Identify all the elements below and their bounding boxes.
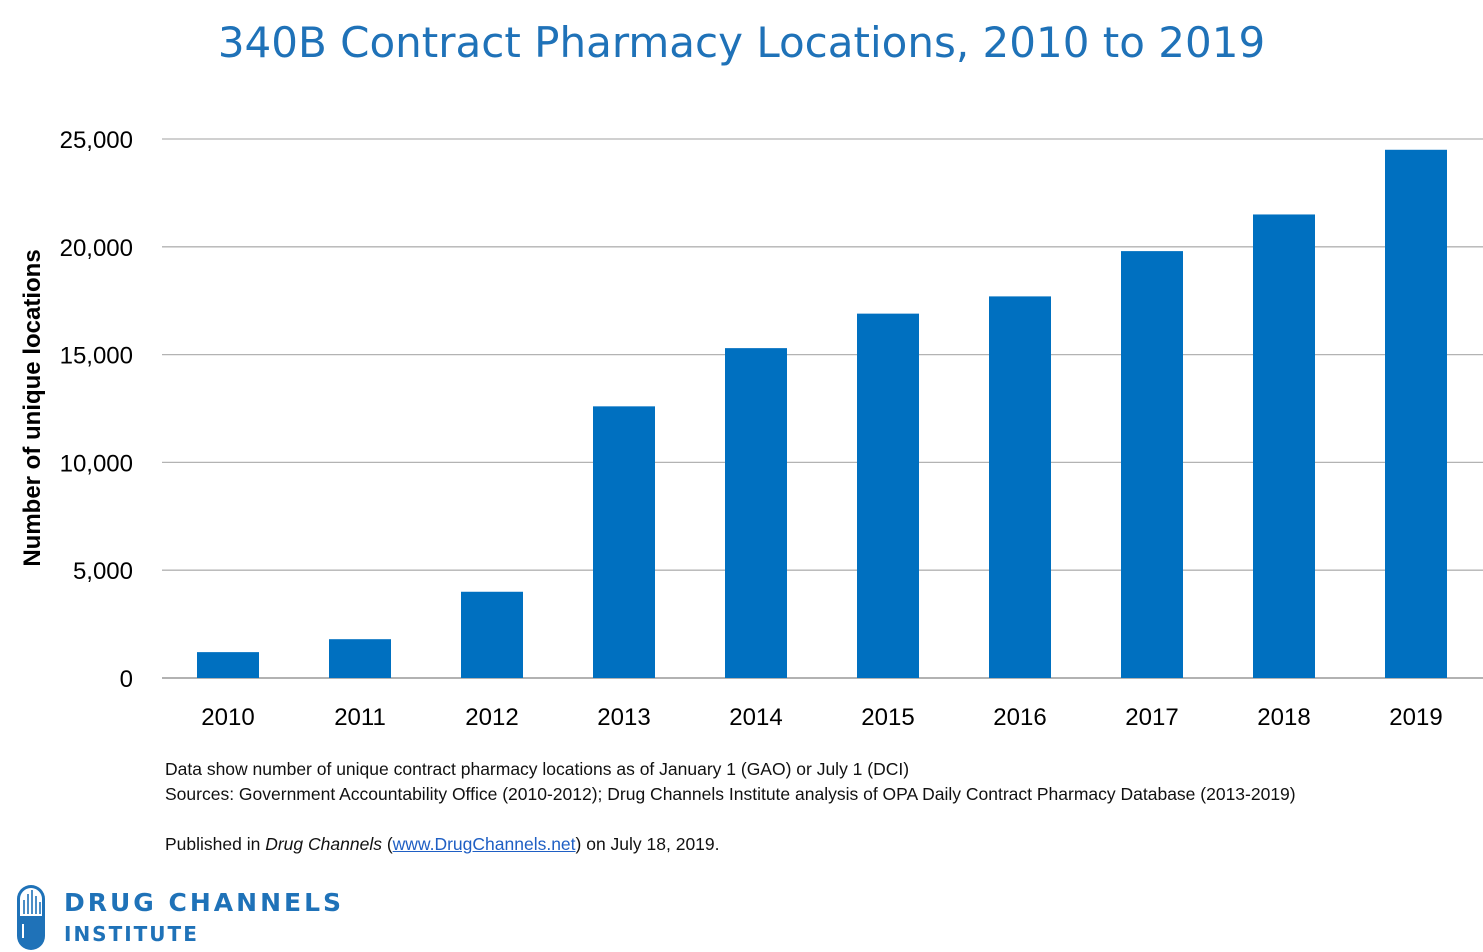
logo-subtext: INSTITUTE xyxy=(64,922,199,946)
bar-2016 xyxy=(989,296,1051,678)
bar-2010 xyxy=(197,652,259,678)
bar-2017 xyxy=(1121,251,1183,678)
published-prefix: Published in xyxy=(165,834,266,854)
sources-note: Sources: Government Accountability Offic… xyxy=(165,784,1296,804)
x-tick-label: 2013 xyxy=(597,704,650,731)
x-tick-label: 2018 xyxy=(1257,704,1310,731)
drugchannels-link[interactable]: www.DrugChannels.net xyxy=(392,834,576,854)
x-tick-label: 2010 xyxy=(201,704,254,731)
y-tick-label: 10,000 xyxy=(60,450,133,477)
y-tick-label: 20,000 xyxy=(60,235,133,262)
published-open: ( xyxy=(381,834,393,854)
bar-2018 xyxy=(1253,214,1315,678)
data-note: Data show number of unique contract phar… xyxy=(165,759,910,779)
x-tick-label: 2014 xyxy=(729,704,782,731)
y-tick-label: 0 xyxy=(120,666,133,693)
chart-title: 340B Contract Pharmacy Locations, 2010 t… xyxy=(217,18,1266,67)
published-suffix: ) on July 18, 2019. xyxy=(575,834,720,854)
bar-2019 xyxy=(1385,149,1447,678)
bar-2011 xyxy=(329,639,391,678)
x-tick-label: 2012 xyxy=(465,704,518,731)
x-tick-label: 2019 xyxy=(1389,704,1442,731)
y-tick-label: 5,000 xyxy=(73,558,133,585)
bar-2015 xyxy=(857,313,919,678)
bar-chart: 0 5,000 10,000 15,000 20,000 25,000 2010 2011 20… xyxy=(19,127,1483,731)
y-axis-label: Number of unique locations xyxy=(19,249,46,566)
bar-2013 xyxy=(593,406,655,678)
x-tick-label: 2017 xyxy=(1125,704,1178,731)
pill-logo-icon xyxy=(17,885,45,950)
y-tick-label: 25,000 xyxy=(60,127,133,154)
x-tick-label: 2016 xyxy=(993,704,1046,731)
x-tick-label: 2011 xyxy=(334,704,386,731)
bar-2014 xyxy=(725,348,787,678)
bar-2012 xyxy=(461,591,523,678)
x-tick-label: 2015 xyxy=(861,704,914,731)
published-note: Published in Drug Channels (www.DrugChan… xyxy=(165,834,720,855)
publication-name: Drug Channels xyxy=(265,834,382,854)
logo-text: DRUG CHANNELS xyxy=(64,888,345,917)
y-tick-label: 15,000 xyxy=(60,343,133,370)
